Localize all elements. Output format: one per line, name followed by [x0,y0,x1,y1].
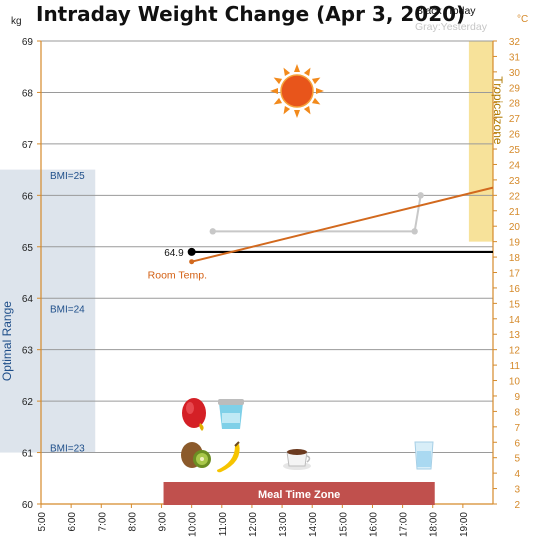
left-tick-label: 67 [22,140,34,151]
gridlines [41,40,493,505]
right-tick-label: 12 [509,346,521,357]
right-tick-label: 21 [509,207,521,218]
water-glass-icon [414,441,434,470]
right-tick-label: 19 [509,238,521,249]
right-tick-label: 7 [514,423,520,434]
bmi-label: BMI=25 [50,171,85,182]
right-tick-label: 18 [509,253,521,264]
yesterday-weight-point [411,228,418,235]
tropical-zone-band [468,41,493,242]
x-tick-label: 11:00 [218,512,229,537]
right-tick-label: 16 [509,284,521,295]
chart-title: Intraday Weight Change (Apr 3, 2020) [36,2,465,26]
left-tick-label: 69 [22,37,34,48]
right-tick-label: 14 [509,315,521,326]
right-tick-label: 5 [514,454,520,465]
x-tick-label: 17:00 [399,512,410,537]
bmi-label: BMI=23 [50,443,85,454]
today-weight-point [187,247,196,256]
optimal-range-label: Optimal Range [0,301,14,381]
right-tick-label: 24 [509,160,521,171]
right-tick-label: 17 [509,269,521,280]
x-tick-label: 18:00 [429,512,440,537]
x-tick-label: 5:00 [37,512,48,532]
meal-time-zone-bar [163,482,435,505]
sun-icon [270,64,324,118]
yesterday-weight-point [417,192,424,199]
right-axis-unit: °C [517,14,528,25]
x-tick-label: 9:00 [158,512,169,532]
right-tick-label: 25 [509,145,521,156]
legend-yesterday: Gray:Yesterday [415,21,488,33]
left-tick-label: 63 [22,346,34,357]
bmi-label: BMI=24 [50,305,85,316]
x-tick-label: 8:00 [127,512,138,532]
right-tick-label: 10 [509,377,521,388]
right-tick-label: 15 [509,299,521,310]
room-temp-label: Room Temp. [148,270,207,282]
x-tick-label: 16:00 [368,512,379,537]
yogurt-cup-icon [218,399,244,429]
x-tick-label: 6:00 [67,512,78,532]
x-tick-label: 19:00 [459,512,470,537]
left-tick-label: 64 [22,294,34,305]
right-tick-label: 31 [509,52,521,63]
x-tick-label: 10:00 [188,512,199,537]
data-series: 64.9 Room Temp. [148,186,494,282]
optimal-range-band [0,169,96,453]
room-temp-line [191,186,494,263]
right-tick-label: 2 [514,500,520,511]
coffee-cup-icon [283,449,311,470]
right-tick-label: 22 [509,191,521,202]
tropical-zone-label: Tropicalzone [491,76,505,145]
right-tick-label: 32 [509,37,521,48]
right-tick-label: 30 [509,68,521,79]
yesterday-weight-point [209,228,216,235]
meal-time-zone-label: Meal Time Zone [258,489,340,501]
right-tick-label: 23 [509,176,521,187]
right-tick-label: 9 [514,392,520,403]
x-tick-label: 15:00 [338,512,349,537]
x-tick-label: 13:00 [278,512,289,537]
left-tick-label: 61 [22,449,34,460]
legend-today: Black :Today [416,5,476,17]
left-tick-label: 62 [22,397,34,408]
axes: 6061626364656667686923456789101112131415… [22,37,521,537]
left-tick-label: 65 [22,243,34,254]
x-tick-label: 7:00 [97,512,108,532]
right-tick-label: 8 [514,407,520,418]
today-weight-value-label: 64.9 [164,248,184,259]
right-tick-label: 28 [509,99,521,110]
right-tick-label: 20 [509,222,521,233]
mango-icon [182,398,206,431]
x-tick-label: 12:00 [248,512,259,537]
right-tick-label: 4 [514,469,520,480]
left-tick-label: 68 [22,88,34,99]
x-tick-label: 14:00 [308,512,319,537]
banana-icon [217,441,240,473]
left-tick-label: 60 [22,500,34,511]
room-temp-point [189,259,195,265]
right-tick-label: 13 [509,330,521,341]
right-tick-label: 29 [509,83,521,94]
left-tick-label: 66 [22,191,34,202]
kiwi-icon [181,442,211,468]
right-tick-label: 6 [514,438,520,449]
right-tick-label: 26 [509,130,521,141]
right-tick-label: 3 [514,485,520,496]
bmi-labels: BMI=25 BMI=24 BMI=23 [50,171,85,455]
right-tick-label: 27 [509,114,521,125]
right-tick-label: 11 [510,361,521,372]
left-axis-unit: kg [11,16,22,27]
